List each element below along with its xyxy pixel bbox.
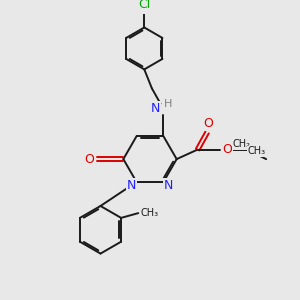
- Text: H: H: [164, 99, 172, 109]
- Text: O: O: [203, 117, 213, 130]
- Text: CH₂: CH₂: [232, 139, 250, 149]
- Text: N: N: [127, 178, 136, 191]
- Text: CH₃: CH₃: [141, 208, 159, 218]
- Text: O: O: [84, 153, 94, 166]
- Text: CH₃: CH₃: [248, 146, 266, 157]
- Text: Cl: Cl: [138, 0, 150, 11]
- Text: O: O: [222, 143, 232, 156]
- Text: N: N: [164, 178, 173, 191]
- Text: N: N: [151, 102, 160, 115]
